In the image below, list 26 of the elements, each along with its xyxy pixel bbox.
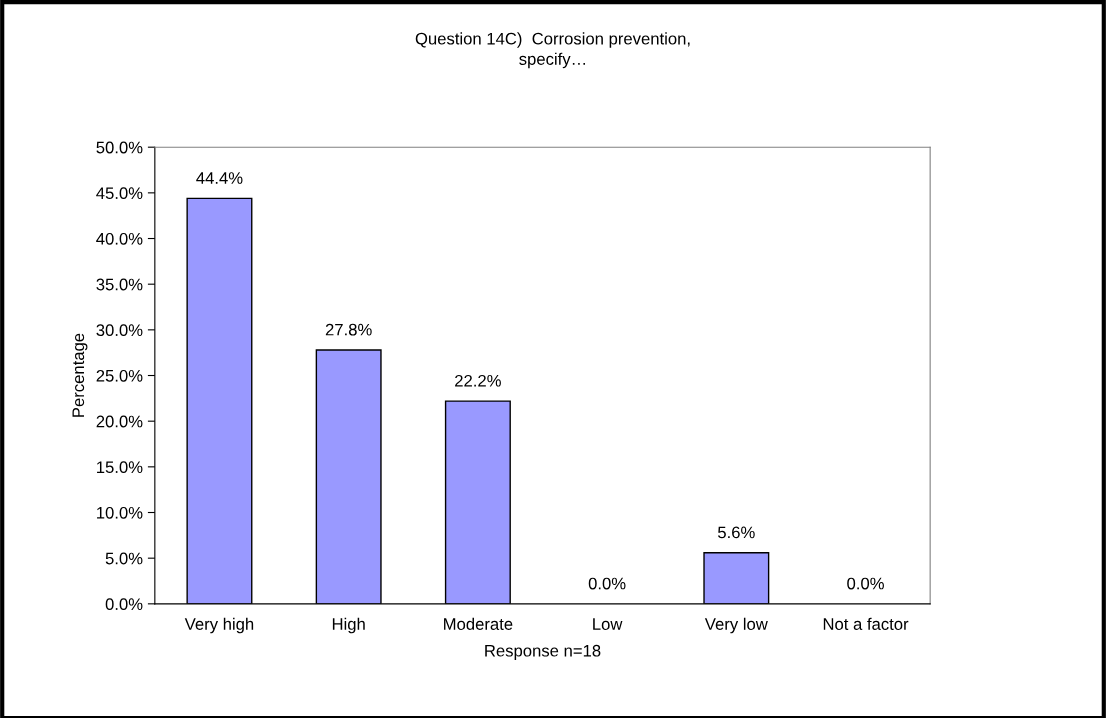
y-tick-label: 30.0% <box>96 324 143 337</box>
x-tick-label: Very high <box>184 617 254 634</box>
data-label: 27.8% <box>325 323 372 336</box>
y-tick-label: 5.0% <box>105 552 143 565</box>
y-tick-label: 45.0% <box>96 187 143 200</box>
chart-title: Question 14C) Corrosion prevention, specify… <box>415 32 690 69</box>
y-tick-label: 20.0% <box>96 415 143 428</box>
x-tick-label: Moderate <box>444 617 513 630</box>
y-tick-label: 35.0% <box>96 278 143 291</box>
y-tick-label: 10.0% <box>97 506 143 519</box>
x-tick-label: Very low <box>704 617 768 634</box>
data-label: 22.2% <box>455 374 501 387</box>
x-tick-label: High <box>332 617 365 634</box>
data-label: 0.0% <box>847 577 884 590</box>
y-tick-label: 0.0% <box>105 598 143 611</box>
data-label: 5.6% <box>717 526 755 539</box>
y-tick-label: 15.0% <box>97 461 143 474</box>
x-tick-label: Not a factor <box>823 617 909 630</box>
y-tick-label: 50.0% <box>96 141 143 154</box>
data-label: 44.4% <box>196 172 243 184</box>
x-axis-title: Response n=18 <box>485 644 601 660</box>
y-tick-label: 40.0% <box>96 232 143 245</box>
x-tick-label: Low <box>593 618 623 630</box>
y-axis-title: Percentage <box>72 333 88 417</box>
y-tick-label: 25.0% <box>96 369 143 382</box>
data-label: 0.0% <box>588 577 626 590</box>
